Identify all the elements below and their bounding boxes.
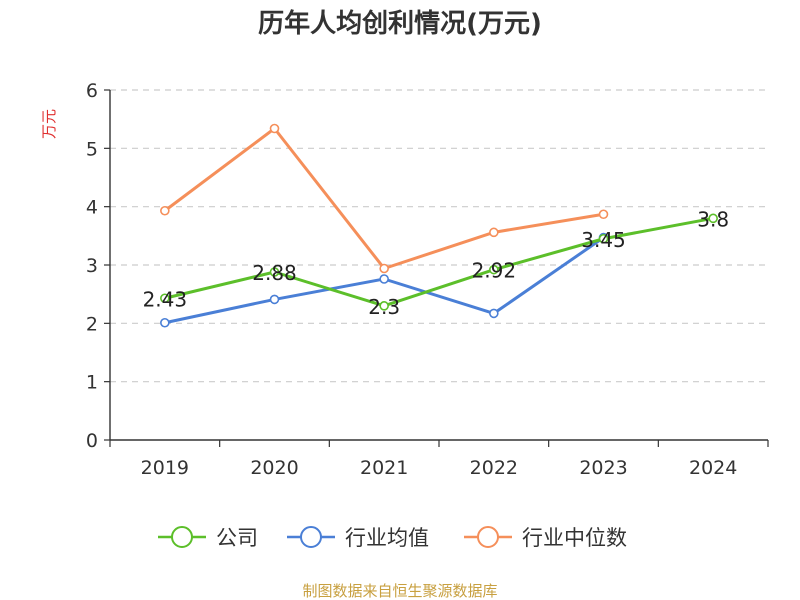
data-label: 3.8 [697, 207, 729, 231]
series-line-0 [164, 216, 714, 308]
y-tick-label: 1 [86, 372, 98, 394]
legend-label: 行业中位数 [522, 526, 627, 550]
chart-title: 历年人均创利情况(万元) [258, 8, 542, 39]
legend-item-2: 行业中位数 [464, 526, 627, 550]
series-layer [160, 123, 718, 328]
x-tick-label: 2021 [360, 457, 408, 479]
data-label: 2.92 [472, 259, 517, 283]
data-point [269, 123, 280, 134]
source-note: 制图数据来自恒生聚源数据库 [302, 582, 497, 600]
legend-label: 公司 [216, 526, 258, 550]
data-label: 2.43 [143, 287, 188, 311]
y-tick-label: 3 [86, 255, 98, 277]
y-tick-label: 2 [86, 313, 98, 335]
data-label: 2.88 [252, 261, 297, 285]
data-point [379, 274, 389, 284]
data-point [160, 293, 170, 304]
data-label: 2.3 [368, 295, 400, 319]
data-point [379, 263, 389, 274]
x-tick-label: 2022 [470, 457, 518, 479]
data-label: 3.45 [581, 228, 626, 252]
legend-marker [171, 526, 193, 548]
data-labels: 2.43 2.88 2.3 2.92 3.45 3.8 [143, 207, 730, 319]
data-point [598, 233, 609, 244]
y-tick-label: 6 [86, 80, 98, 102]
legend-item-0: 公司 [158, 526, 258, 550]
data-point [489, 308, 499, 319]
data-point [489, 264, 499, 275]
data-point [160, 205, 170, 216]
x-tick-label: 2023 [579, 457, 627, 479]
y-axis-label: 万元 [40, 109, 58, 139]
data-point [489, 227, 499, 238]
series-line-2 [163, 127, 604, 270]
y-tick-label: 0 [86, 430, 98, 452]
data-point [269, 267, 280, 277]
data-point [269, 294, 280, 305]
data-point [708, 213, 718, 224]
grid-lines [110, 89, 768, 383]
axes: 0 1 2 3 4 5 6 2019 2020 2021 2022 2023 2024 [86, 80, 769, 479]
y-tick-label: 4 [86, 197, 98, 219]
y-tick-label: 5 [86, 138, 98, 160]
x-tick-label: 2024 [689, 457, 737, 479]
legend-item-1: 行业均值 [287, 526, 429, 550]
data-point [598, 209, 609, 220]
x-tick-label: 2019 [141, 457, 189, 479]
data-point [160, 317, 170, 328]
legend: 公司 行业均值 行业中位数 [158, 526, 627, 550]
x-tick-label: 2020 [250, 457, 298, 479]
legend-marker [477, 526, 499, 548]
legend-label: 行业均值 [345, 526, 429, 550]
data-point [379, 301, 389, 311]
legend-marker [300, 526, 322, 548]
